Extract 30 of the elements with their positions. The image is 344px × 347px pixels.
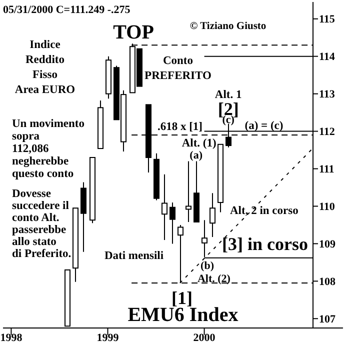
annotation: Un movimento sopra 112,086 negherebbe questo conto bbox=[12, 118, 85, 180]
annotation: Alt, 2 in corso bbox=[230, 205, 299, 217]
annotation: Conto PREFERITO bbox=[144, 55, 212, 82]
annotation: [1] bbox=[171, 288, 192, 308]
y-tick-label: 108 bbox=[319, 276, 336, 288]
annotation: (b) bbox=[200, 260, 214, 272]
y-tick-label: 109 bbox=[319, 238, 336, 251]
annotation: (a) bbox=[190, 149, 203, 162]
annotation: TOP bbox=[113, 22, 154, 44]
annotation: 05/31/2000 C=111.249 -.275 bbox=[3, 4, 131, 16]
y-tick-label: 107 bbox=[319, 313, 336, 326]
annotation: Alt. (1) bbox=[182, 137, 216, 150]
annotation: Alt. 1 bbox=[214, 88, 242, 101]
y-tick-label: 114 bbox=[319, 51, 336, 64]
x-tick-label: 1999 bbox=[96, 332, 120, 344]
y-tick-label: 110 bbox=[319, 201, 336, 214]
annotation: Indice Reddito Fisso Area EURO bbox=[14, 39, 76, 96]
y-tick-label: 112 bbox=[319, 126, 336, 138]
annotation: [3] in corso bbox=[222, 234, 308, 254]
y-tick-label: 111 bbox=[319, 164, 334, 176]
annotation: Dovesse succedere il conto Alt. passerebbe allo stato di Preferito. bbox=[12, 188, 72, 260]
x-tick-label: 2000 bbox=[193, 332, 216, 344]
annotation: (a) = (c) bbox=[244, 120, 284, 132]
annotation: .618 x [1] bbox=[157, 121, 203, 133]
y-tick-label: 115 bbox=[319, 14, 336, 26]
x-tick-label: 1998 bbox=[0, 332, 23, 344]
y-tick-label: 113 bbox=[319, 88, 336, 101]
annotation: Dati mensili bbox=[104, 250, 164, 262]
annotation: Alt. (2) bbox=[197, 273, 231, 286]
annotation: © Tiziano Giusto bbox=[190, 21, 266, 32]
